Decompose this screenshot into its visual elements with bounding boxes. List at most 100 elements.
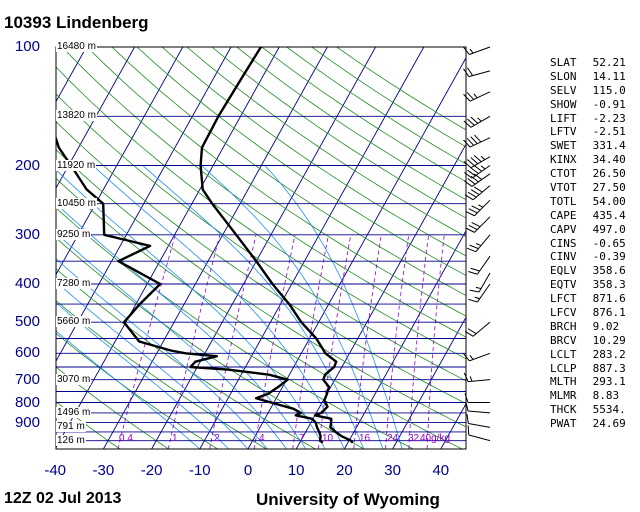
wind-barb <box>463 155 491 169</box>
index-value: 876.1 <box>586 306 626 320</box>
mixing-ratio-line <box>209 234 257 449</box>
index-value: 435.4 <box>586 208 626 222</box>
dry-adiabat <box>56 401 121 449</box>
temperature-tick-label: -20 <box>140 462 163 479</box>
mixing-ratio-line <box>385 234 410 449</box>
wind-barb <box>464 393 490 404</box>
height-label: 16480 m <box>56 41 97 52</box>
index-value: 52.21 <box>586 56 626 69</box>
wind-barb <box>463 115 491 128</box>
index-row: LIFT -2.23 <box>550 112 640 126</box>
index-name: LCLP <box>550 361 577 375</box>
dry-adiabat <box>56 66 466 360</box>
index-value: 54.00 <box>586 194 626 208</box>
wind-barb <box>463 134 491 148</box>
dry-adiabat <box>56 149 466 428</box>
index-value: 27.50 <box>586 181 626 195</box>
mixing-ratio-label: 2 <box>214 433 220 444</box>
mixing-ratio-line <box>318 234 352 449</box>
isotherm <box>392 316 466 449</box>
wind-barb <box>463 46 491 55</box>
index-value: 293.1 <box>586 375 626 389</box>
temperature-tick-label: -40 <box>44 462 67 479</box>
index-name: LFCT <box>550 292 577 306</box>
index-row: SWET 331.4 <box>550 139 640 153</box>
index-row: CINS -0.65 <box>550 237 640 251</box>
mixing-ratio-label: 16 <box>359 433 371 444</box>
temperature-tick-label: 40 <box>432 462 450 479</box>
wind-barb <box>468 283 491 303</box>
mixing-ratio-label: 10 <box>322 433 334 444</box>
temperature-tick-label: 0 <box>243 462 253 479</box>
index-row: THCK 5534. <box>550 403 640 417</box>
pressure-tick-label: 700 <box>14 370 40 388</box>
index-value: 331.4 <box>586 139 626 153</box>
moist-adiabat <box>56 203 307 449</box>
wind-barb <box>465 216 491 233</box>
mixing-ratio-line <box>167 234 221 449</box>
index-value: 358.6 <box>586 264 626 278</box>
index-name: MLTH <box>550 375 577 389</box>
index-value: 34.40 <box>586 153 626 167</box>
index-row: LCLT 283.2 <box>550 348 640 362</box>
moist-adiabat <box>264 165 403 449</box>
dry-adiabat <box>56 300 267 449</box>
moist-adiabat <box>56 258 268 449</box>
height-label: 791 m <box>56 421 86 433</box>
index-row: SLAT 52.21 <box>550 56 640 70</box>
index-row: SHOW -0.91 <box>550 98 640 112</box>
index-name: SWET <box>550 139 577 153</box>
index-name: SHOW <box>550 97 577 111</box>
mixing-ratio-label: 7 <box>299 433 305 444</box>
dry-adiabat <box>56 120 466 404</box>
pressure-tick-label: 400 <box>14 275 40 292</box>
plot-area <box>56 47 466 449</box>
isotherm <box>56 47 184 276</box>
index-name: LCLT <box>550 347 577 361</box>
mixing-ratio-label: 1 <box>172 433 178 444</box>
index-value: 283.2 <box>586 347 626 361</box>
index-value: -0.91 <box>586 97 626 111</box>
height-label: 1496 m <box>56 406 92 418</box>
mixing-ratio-line <box>292 234 329 449</box>
isotherm <box>344 229 466 449</box>
mixing-ratio-line <box>426 234 445 449</box>
index-name: EQTV <box>550 278 577 292</box>
index-row: BRCV 10.29 <box>550 334 640 348</box>
dewpoint-line <box>56 134 324 444</box>
temperature-tick-label: 30 <box>384 462 401 479</box>
index-name: LIFT <box>550 111 577 125</box>
index-row: BRCH 9.02 <box>550 320 640 334</box>
moist-adiabat <box>56 169 326 449</box>
height-label: 11920 m <box>56 159 97 171</box>
observation-time: 12Z 02 Jul 2013 <box>4 490 122 507</box>
dry-adiabat <box>56 268 316 449</box>
index-name: LFTV <box>550 125 577 139</box>
temperature-tick-label: 10 <box>287 462 305 479</box>
index-value: 9.02 <box>586 319 620 333</box>
wind-barb <box>465 401 491 414</box>
wind-barb <box>463 352 491 362</box>
pressure-tick-label: 900 <box>14 413 40 431</box>
wind-barb <box>463 372 491 383</box>
isotherm <box>56 47 280 449</box>
index-name: CINS <box>550 236 577 250</box>
isotherm <box>56 47 135 189</box>
isotherm <box>295 143 466 449</box>
wind-barb <box>468 255 491 275</box>
dry-adiabat <box>211 47 466 219</box>
mixing-ratio-label: 24 <box>387 433 399 444</box>
index-name: PWAT <box>550 417 577 431</box>
data-source: University of Wyoming <box>256 490 440 509</box>
index-value: -2.51 <box>586 125 626 139</box>
wind-barb <box>464 165 491 179</box>
index-value: 871.6 <box>586 292 626 306</box>
index-row: EQLV 358.6 <box>550 264 640 278</box>
index-name: CINV <box>550 250 577 264</box>
index-value: 8.83 <box>586 389 620 403</box>
index-name: KINX <box>550 153 577 167</box>
index-name: THCK <box>550 403 577 417</box>
index-row: CAPV 497.0 <box>550 223 640 237</box>
index-row: CINV -0.39 <box>550 250 640 264</box>
